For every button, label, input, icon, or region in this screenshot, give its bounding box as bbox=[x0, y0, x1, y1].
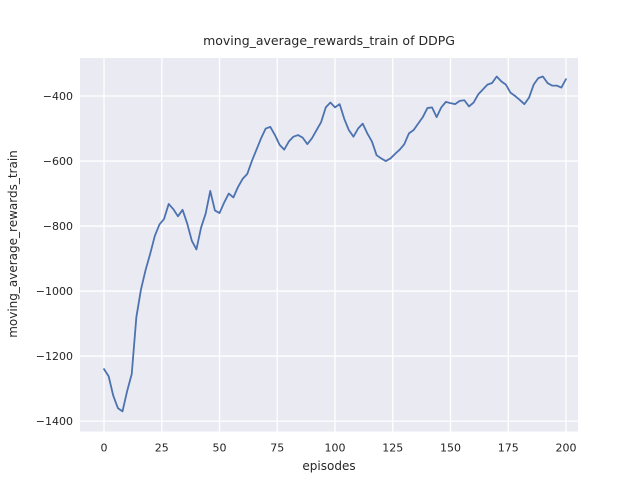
x-tick-label: 200 bbox=[555, 442, 576, 455]
x-tick-label: 100 bbox=[325, 442, 346, 455]
y-tick-label: −800 bbox=[43, 220, 73, 233]
y-axis-label: moving_average_rewards_train bbox=[6, 150, 20, 338]
x-tick-label: 175 bbox=[498, 442, 519, 455]
x-tick-label: 50 bbox=[213, 442, 227, 455]
y-tick-label: −1200 bbox=[36, 350, 73, 363]
x-tick-label: 125 bbox=[382, 442, 403, 455]
y-tick-labels: −400 −600 −800 −1000 −1200 −1400 bbox=[36, 90, 73, 428]
y-tick-label: −600 bbox=[43, 155, 73, 168]
x-tick-label: 75 bbox=[270, 442, 284, 455]
data-line bbox=[103, 75, 567, 413]
plot-area bbox=[80, 58, 578, 432]
y-tick-label: −400 bbox=[43, 90, 73, 103]
data-series bbox=[103, 75, 567, 413]
y-tick-label: −1400 bbox=[36, 415, 73, 428]
x-tick-label: 150 bbox=[440, 442, 461, 455]
chart-title: moving_average_rewards_train of DDPG bbox=[203, 33, 455, 48]
x-tick-labels: 0 25 50 75 100 125 150 175 200 bbox=[101, 442, 577, 455]
gridlines bbox=[80, 58, 578, 432]
x-tick-label: 0 bbox=[101, 442, 108, 455]
x-axis-label: episodes bbox=[302, 459, 355, 473]
y-tick-label: −1000 bbox=[36, 285, 73, 298]
x-tick-label: 25 bbox=[155, 442, 169, 455]
